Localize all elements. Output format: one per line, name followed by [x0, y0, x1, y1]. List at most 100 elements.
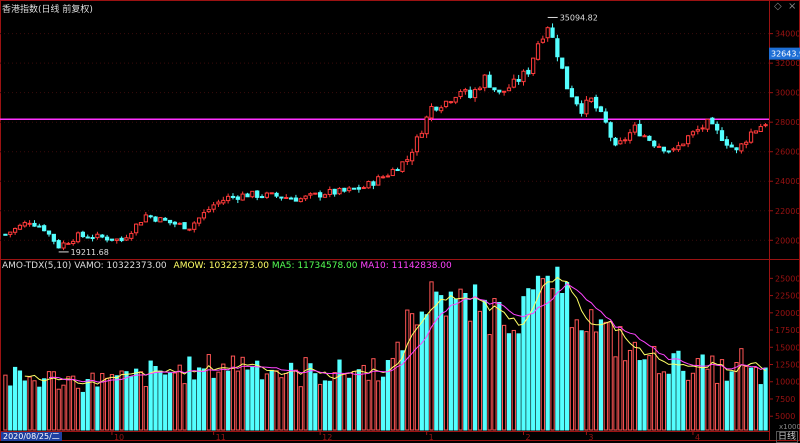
volume-bar — [690, 372, 696, 431]
close-icon[interactable]: × — [788, 1, 797, 12]
up-candle — [521, 70, 526, 83]
down-candle — [148, 215, 153, 218]
down-candle — [468, 89, 473, 98]
up-candle — [327, 189, 332, 195]
up-candle — [298, 198, 303, 203]
volume-bar — [75, 387, 81, 431]
moving-average-lines — [24, 276, 766, 385]
volume-bar — [666, 373, 671, 431]
vamo-value: VAMO: 10322373.00 — [74, 261, 167, 271]
volume-bar — [603, 321, 608, 431]
up-candle — [545, 27, 550, 39]
up-candle — [463, 89, 468, 92]
up-candle — [618, 140, 623, 145]
up-candle — [443, 100, 449, 108]
up-candle — [439, 107, 444, 112]
volume-tick-label: 22500 — [775, 292, 800, 301]
volume-bar — [540, 278, 545, 431]
volume-bar — [632, 341, 637, 431]
up-candle — [187, 228, 192, 231]
volume-bar — [177, 364, 182, 431]
down-candle — [167, 219, 173, 224]
current-price-label: 32643.9 — [771, 50, 800, 59]
high-label: 35094.82 — [560, 13, 598, 22]
down-candle — [119, 237, 124, 242]
down-candle — [647, 135, 652, 141]
period-selector[interactable]: 日线 — [776, 431, 799, 443]
down-candle — [719, 130, 725, 141]
volume-bars — [3, 266, 768, 431]
volume-bar — [535, 275, 541, 431]
volume-bar — [584, 331, 589, 431]
volume-bar — [637, 360, 642, 431]
volume-bar — [66, 376, 71, 431]
up-candle — [376, 176, 381, 186]
volume-bar — [148, 360, 153, 431]
up-candle — [211, 204, 216, 210]
up-candle — [753, 130, 759, 134]
volume-bar — [458, 288, 463, 431]
up-candle — [226, 195, 231, 202]
down-candle — [652, 140, 657, 147]
volume-bar — [284, 372, 289, 431]
volume-bar — [322, 380, 328, 431]
down-candle — [274, 192, 279, 197]
volume-bar — [380, 376, 386, 431]
time-tick-label: 2 — [525, 433, 530, 441]
volume-bar — [192, 379, 197, 431]
volume-tick-label: 17500 — [775, 326, 800, 335]
volume-bar — [327, 380, 332, 431]
volume-bar — [734, 362, 739, 431]
volume-bar — [555, 266, 560, 431]
volume-bar — [748, 367, 754, 431]
volume-bar — [550, 288, 555, 431]
up-candle — [284, 197, 289, 200]
volume-bar — [366, 379, 371, 431]
up-candle — [419, 132, 424, 138]
down-candle — [259, 196, 265, 199]
volume-bar — [196, 367, 202, 431]
down-candle — [371, 181, 376, 186]
volume-bar — [482, 299, 487, 431]
volume-bar — [448, 291, 453, 431]
volume-bar — [361, 364, 366, 431]
price-tick-label: 24000 — [775, 177, 800, 186]
volume-bar — [753, 366, 759, 431]
ma5-value: MA5: 11734578.00 — [271, 261, 358, 271]
volume-bar — [627, 349, 633, 431]
up-candle — [124, 237, 129, 241]
up-candle — [410, 151, 415, 162]
volume-axis-ticks: 25000 22500 20000 17500 15000 12500 10000 7500 5… — [769, 274, 800, 421]
volume-bar — [46, 371, 52, 431]
volume-bar — [211, 377, 216, 431]
volume-bar — [298, 386, 303, 431]
up-candle — [196, 217, 202, 224]
volume-bar — [545, 275, 550, 431]
down-candle — [666, 150, 671, 153]
down-candle — [715, 123, 720, 131]
up-candle — [8, 231, 13, 235]
down-candle — [569, 88, 575, 98]
down-candle — [104, 236, 110, 241]
volume-bar — [51, 371, 56, 431]
down-candle — [574, 96, 579, 105]
volume-bar — [676, 350, 681, 431]
volume-bar — [85, 379, 90, 431]
up-candle — [477, 87, 483, 91]
up-candle — [361, 187, 366, 190]
volume-bar — [376, 380, 381, 431]
up-candle — [690, 131, 696, 136]
down-candle — [729, 144, 734, 148]
volume-bar — [308, 363, 313, 431]
diamond-icon[interactable]: ◇ — [774, 1, 782, 12]
volume-bar — [434, 291, 439, 431]
volume-bar — [255, 360, 260, 431]
up-candle — [308, 193, 313, 196]
down-candle — [109, 238, 115, 241]
volume-tick-label: 12500 — [775, 361, 800, 370]
up-candle — [75, 232, 81, 243]
up-candle — [632, 124, 637, 133]
up-candle — [414, 136, 420, 153]
volume-bar — [647, 355, 652, 431]
down-candle — [579, 103, 584, 114]
